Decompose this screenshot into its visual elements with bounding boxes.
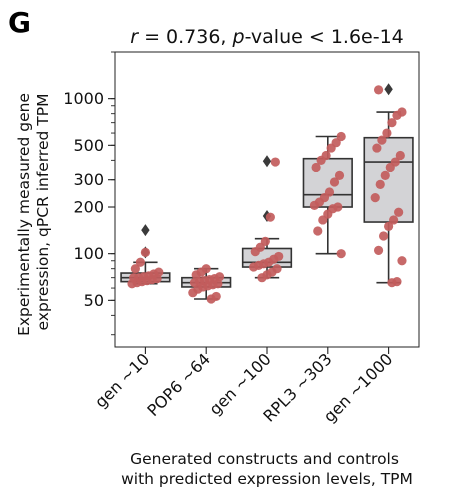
data-point [331, 138, 341, 148]
y-tick-label: 500 [73, 136, 104, 155]
data-point [336, 249, 346, 259]
data-point [214, 272, 225, 282]
y-tick-label: 1000 [63, 89, 104, 108]
data-point [392, 277, 402, 287]
data-point [373, 85, 384, 95]
data-point [382, 128, 392, 138]
data-point [390, 157, 400, 167]
data-point [384, 221, 394, 231]
data-point [370, 193, 380, 203]
data-point [373, 245, 384, 255]
data-point [140, 247, 150, 257]
data-point [201, 264, 211, 274]
data-point [274, 251, 284, 262]
data-point [272, 264, 282, 274]
data-point [135, 257, 145, 267]
data-point [336, 131, 346, 142]
data-point [377, 135, 387, 145]
data-point [389, 215, 399, 225]
points-layer [127, 85, 407, 304]
y-tick-label: 100 [73, 244, 104, 263]
y-axis-label: Experimentally measured gene expression,… [15, 88, 52, 336]
y-tick-label: 200 [73, 198, 104, 217]
data-point [397, 107, 407, 117]
data-point [329, 177, 340, 187]
data-point [395, 150, 405, 161]
data-point [372, 143, 382, 153]
data-point [378, 231, 389, 241]
data-point [311, 162, 321, 173]
data-point [211, 291, 221, 302]
data-point [397, 256, 407, 266]
panel-label: G [8, 6, 31, 39]
data-point [334, 170, 345, 180]
outlier-marker [141, 224, 150, 237]
data-point [130, 264, 140, 274]
data-point [154, 267, 164, 277]
chart-title: r = 0.736, p-value < 1.6e-14 [130, 26, 404, 48]
data-point [387, 118, 397, 128]
data-point [324, 187, 335, 197]
data-point [333, 202, 343, 212]
data-point [394, 207, 404, 217]
y-tick-label: 300 [73, 170, 104, 189]
box-iqr [363, 136, 414, 223]
y-axis: 50 100 200 300 500 1000 [63, 51, 115, 336]
x-tick-label: gen ~10 [91, 349, 153, 411]
y-tick-label: 50 [84, 291, 104, 310]
data-point [265, 212, 275, 222]
data-point [321, 150, 331, 161]
data-point [375, 179, 385, 189]
data-point [380, 170, 390, 180]
data-point [313, 226, 323, 236]
outlier-marker [262, 155, 272, 168]
data-point [270, 157, 280, 167]
outlier-marker [384, 83, 393, 96]
x-tick-label: POP6 ~64 [143, 349, 214, 420]
x-axis-label: Generated constructs and controls with p… [121, 450, 413, 488]
data-point [260, 236, 270, 247]
